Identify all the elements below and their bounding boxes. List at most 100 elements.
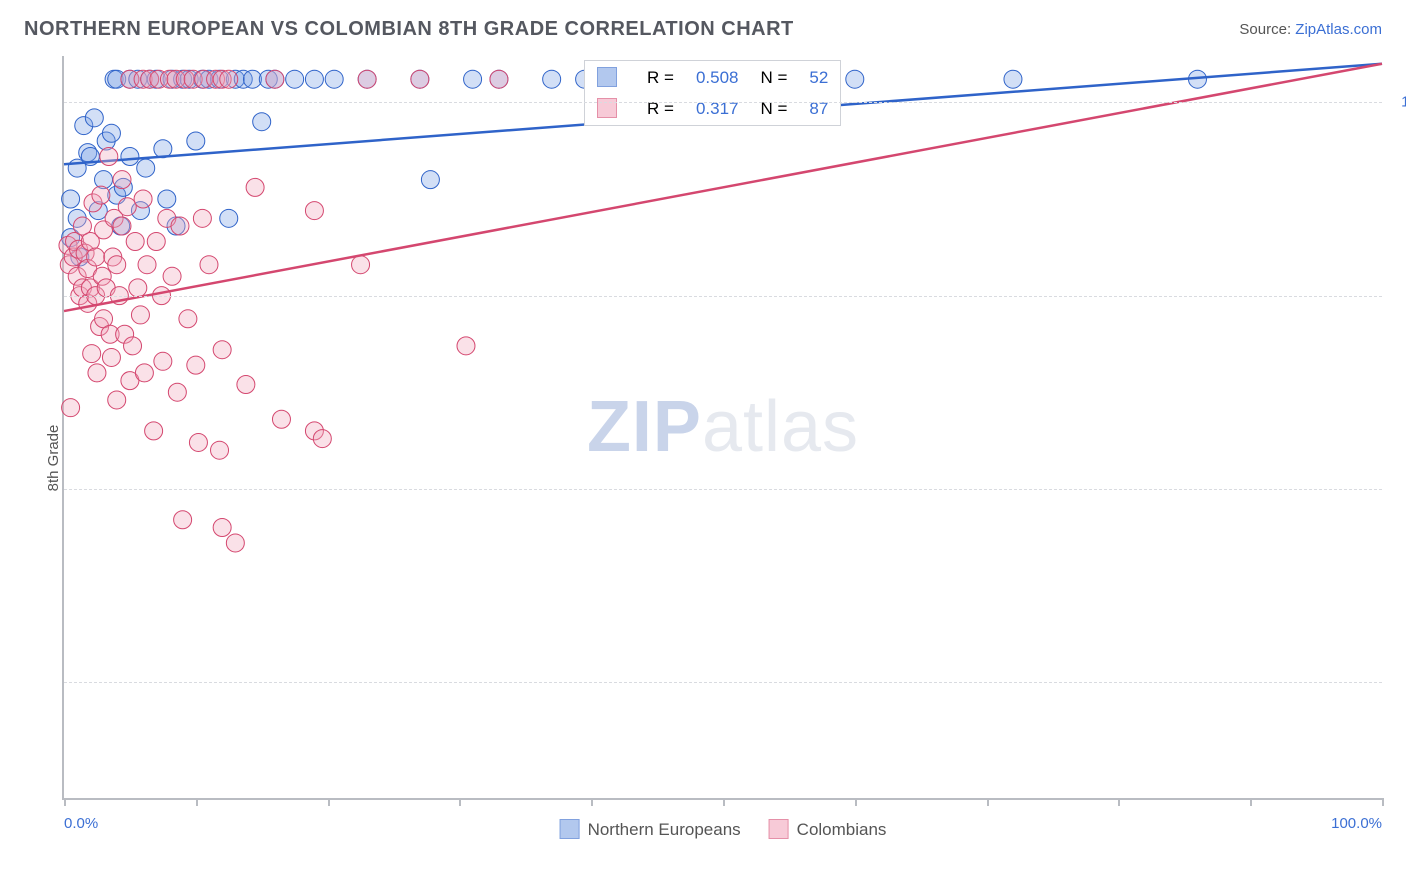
data-point bbox=[352, 256, 370, 274]
data-point bbox=[154, 352, 172, 370]
plot-region: ZIPatlas R =0.508N =52R =0.317N =87 Nort… bbox=[62, 56, 1382, 800]
data-point bbox=[124, 337, 142, 355]
data-point bbox=[243, 70, 261, 88]
data-point bbox=[87, 248, 105, 266]
data-point bbox=[213, 518, 231, 536]
legend-swatch bbox=[560, 819, 580, 839]
data-point bbox=[305, 70, 323, 88]
data-point bbox=[158, 190, 176, 208]
legend-swatch bbox=[587, 63, 635, 92]
chart-header: NORTHERN EUROPEAN VS COLOMBIAN 8TH GRADE… bbox=[0, 0, 1406, 51]
data-point bbox=[464, 70, 482, 88]
data-point bbox=[171, 217, 189, 235]
data-point bbox=[543, 70, 561, 88]
stats-legend-row: R =0.317N =87 bbox=[587, 94, 838, 123]
legend-swatch bbox=[769, 819, 789, 839]
stats-r-value: 0.317 bbox=[686, 94, 749, 123]
data-point bbox=[411, 70, 429, 88]
gridline-h bbox=[64, 489, 1382, 490]
x-tick-mark bbox=[987, 798, 989, 806]
data-point bbox=[113, 217, 131, 235]
data-point bbox=[168, 383, 186, 401]
data-point bbox=[145, 422, 163, 440]
y-axis-label: 8th Grade bbox=[45, 425, 62, 492]
data-point bbox=[113, 171, 131, 189]
x-tick-mark bbox=[591, 798, 593, 806]
stats-r-label: R = bbox=[637, 94, 684, 123]
data-point bbox=[490, 70, 508, 88]
legend-item: Colombians bbox=[769, 819, 887, 840]
data-point bbox=[62, 399, 80, 417]
data-point bbox=[179, 310, 197, 328]
source-attribution: Source: ZipAtlas.com bbox=[1239, 21, 1382, 38]
data-point bbox=[187, 132, 205, 150]
stats-legend-row: R =0.508N =52 bbox=[587, 63, 838, 92]
data-point bbox=[846, 70, 864, 88]
data-point bbox=[121, 147, 139, 165]
stats-r-value: 0.508 bbox=[686, 63, 749, 92]
data-point bbox=[220, 209, 238, 227]
data-point bbox=[163, 267, 181, 285]
data-point bbox=[253, 113, 271, 131]
data-point bbox=[85, 109, 103, 127]
stats-legend-box: R =0.508N =52R =0.317N =87 bbox=[584, 60, 841, 126]
data-point bbox=[325, 70, 343, 88]
data-point bbox=[95, 171, 113, 189]
x-tick-mark bbox=[1118, 798, 1120, 806]
legend-item: Northern Europeans bbox=[560, 819, 741, 840]
data-point bbox=[62, 190, 80, 208]
data-point bbox=[137, 159, 155, 177]
data-point bbox=[272, 410, 290, 428]
data-point bbox=[421, 171, 439, 189]
data-point bbox=[246, 178, 264, 196]
x-tick-mark bbox=[196, 798, 198, 806]
data-point bbox=[102, 348, 120, 366]
x-tick-label: 0.0% bbox=[64, 815, 98, 832]
data-point bbox=[200, 256, 218, 274]
data-point bbox=[100, 147, 118, 165]
data-point bbox=[174, 511, 192, 529]
data-point bbox=[211, 441, 229, 459]
legend-label: Colombians bbox=[797, 820, 887, 839]
data-point bbox=[286, 70, 304, 88]
data-point bbox=[147, 233, 165, 251]
data-point bbox=[108, 391, 126, 409]
gridline-h bbox=[64, 102, 1382, 103]
legend-swatch bbox=[587, 94, 635, 123]
source-link[interactable]: ZipAtlas.com bbox=[1295, 21, 1382, 38]
data-point bbox=[108, 256, 126, 274]
x-tick-mark bbox=[328, 798, 330, 806]
data-point bbox=[92, 186, 110, 204]
scatter-svg-layer bbox=[64, 56, 1382, 798]
x-tick-mark bbox=[723, 798, 725, 806]
data-point bbox=[102, 124, 120, 142]
data-point bbox=[134, 190, 152, 208]
data-point bbox=[237, 375, 255, 393]
data-point bbox=[135, 364, 153, 382]
y-tick-label: 85.0% bbox=[1390, 674, 1406, 691]
y-tick-label: 95.0% bbox=[1390, 287, 1406, 304]
x-tick-mark bbox=[1250, 798, 1252, 806]
stats-r-label: R = bbox=[637, 63, 684, 92]
data-point bbox=[220, 70, 238, 88]
data-point bbox=[187, 356, 205, 374]
data-point bbox=[457, 337, 475, 355]
stats-n-label: N = bbox=[750, 63, 797, 92]
data-point bbox=[118, 198, 136, 216]
y-tick-label: 90.0% bbox=[1390, 480, 1406, 497]
chart-title: NORTHERN EUROPEAN VS COLOMBIAN 8TH GRADE… bbox=[24, 18, 794, 41]
stats-n-label: N = bbox=[750, 94, 797, 123]
stats-n-value: 52 bbox=[799, 63, 838, 92]
series-legend-bottom: Northern Europeans Colombians bbox=[560, 819, 887, 840]
data-point bbox=[138, 256, 156, 274]
gridline-h bbox=[64, 296, 1382, 297]
x-tick-mark bbox=[1382, 798, 1384, 806]
x-tick-mark bbox=[855, 798, 857, 806]
data-point bbox=[129, 279, 147, 297]
data-point bbox=[266, 70, 284, 88]
data-point bbox=[358, 70, 376, 88]
data-point bbox=[126, 233, 144, 251]
data-point bbox=[83, 345, 101, 363]
source-prefix: Source: bbox=[1239, 21, 1295, 38]
stats-n-value: 87 bbox=[799, 94, 838, 123]
